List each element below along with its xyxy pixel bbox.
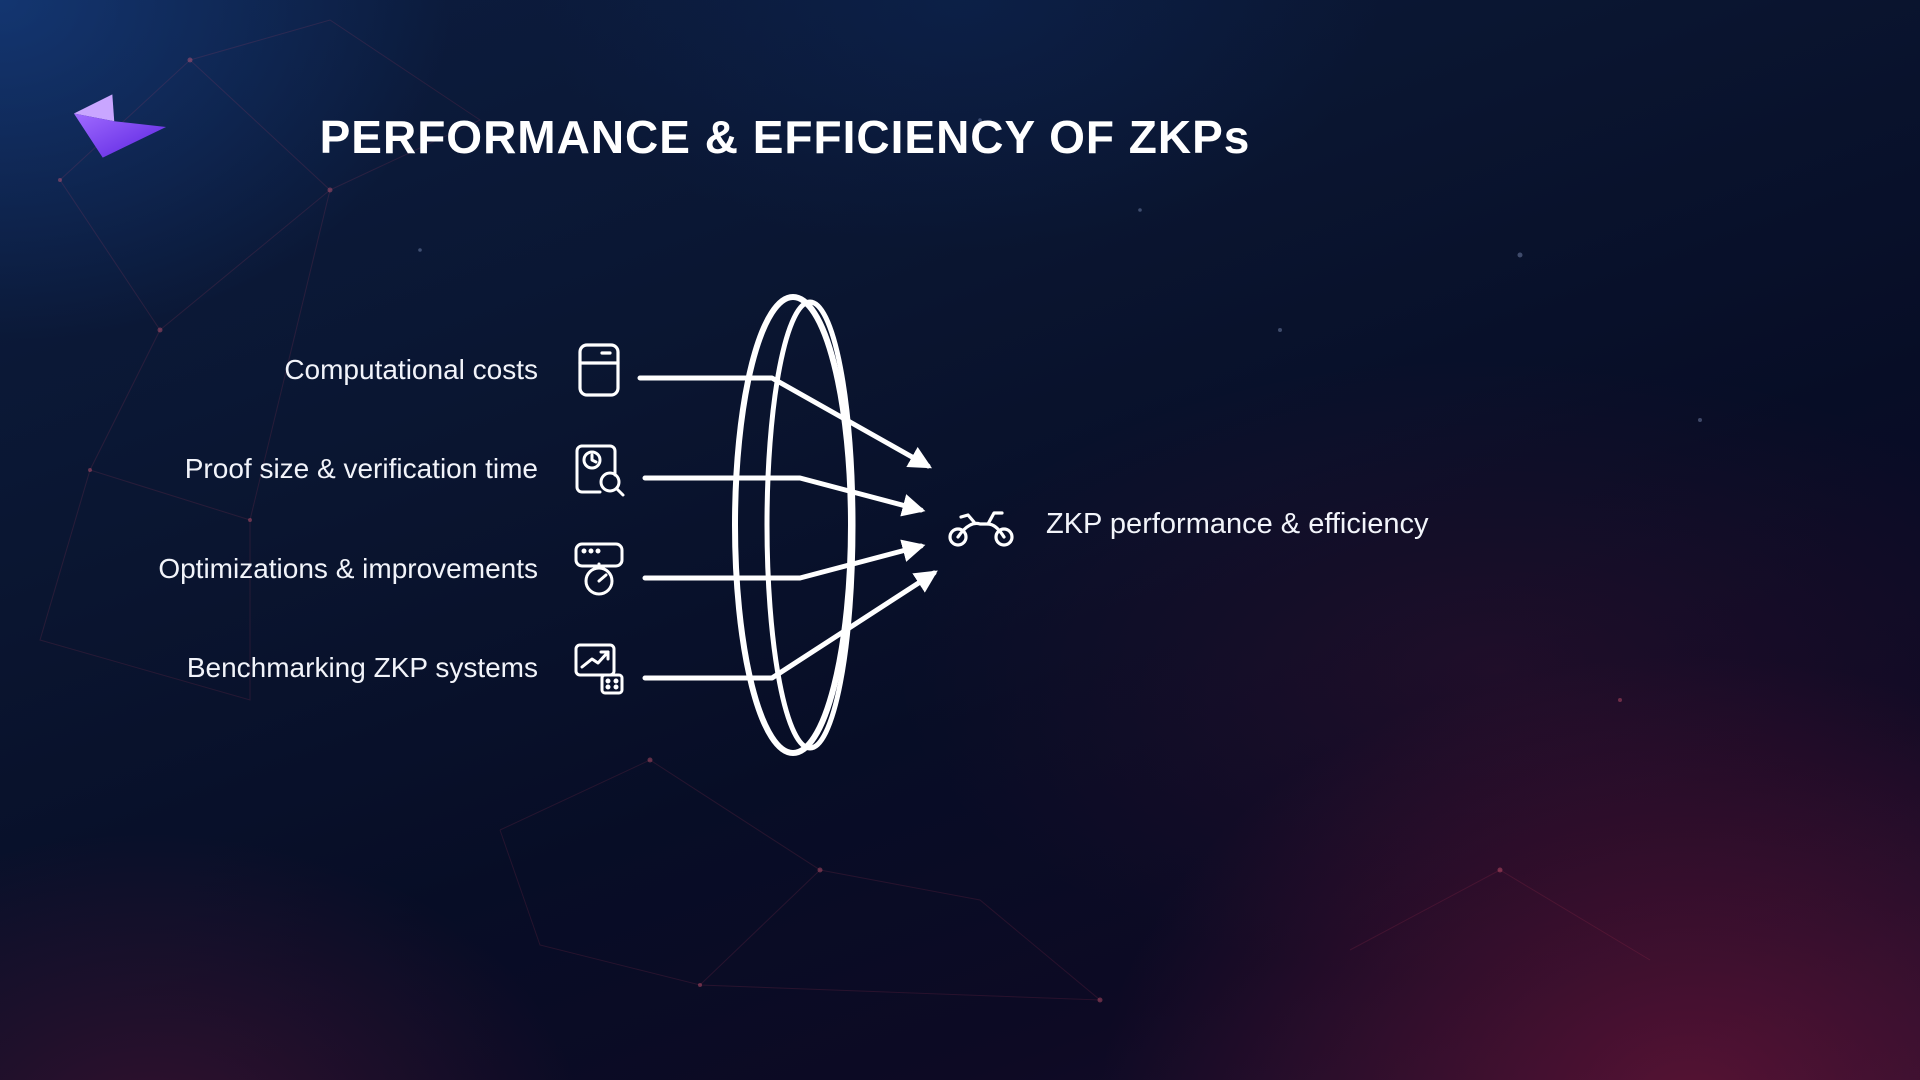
slide-title: PERFORMANCE & EFFICIENCY OF ZKPs bbox=[319, 111, 1251, 163]
arrow-line-4 bbox=[642, 570, 938, 681]
arrow-line-2 bbox=[642, 475, 926, 517]
factor-label: Optimizations & improvements bbox=[158, 553, 538, 584]
arrow-line-3 bbox=[642, 539, 926, 581]
factor-item-benchmarking: Benchmarking ZKP systems bbox=[120, 636, 630, 700]
result-label: ZKP performance & efficiency bbox=[1046, 507, 1429, 540]
document-search-icon bbox=[568, 438, 630, 500]
server-icon bbox=[568, 339, 630, 401]
factor-item-proof-size: Proof size & verification time bbox=[120, 437, 630, 501]
factor-label: Computational costs bbox=[284, 354, 538, 385]
result-group: ZKP performance & efficiency bbox=[946, 498, 1429, 550]
factor-item-computational-costs: Computational costs bbox=[120, 338, 630, 402]
factor-item-optimizations: Optimizations & improvements bbox=[120, 537, 630, 601]
factor-label: Proof size & verification time bbox=[184, 453, 538, 484]
speed-test-icon bbox=[568, 538, 630, 600]
benchmark-chart-icon bbox=[568, 637, 630, 699]
motorcycle-icon bbox=[946, 498, 1018, 550]
company-logo-icon bbox=[73, 94, 167, 158]
arrow-line-1 bbox=[637, 375, 933, 469]
lens-outline-outer bbox=[732, 294, 854, 756]
lens-outline-inner bbox=[764, 299, 856, 751]
factor-label: Benchmarking ZKP systems bbox=[186, 652, 538, 683]
